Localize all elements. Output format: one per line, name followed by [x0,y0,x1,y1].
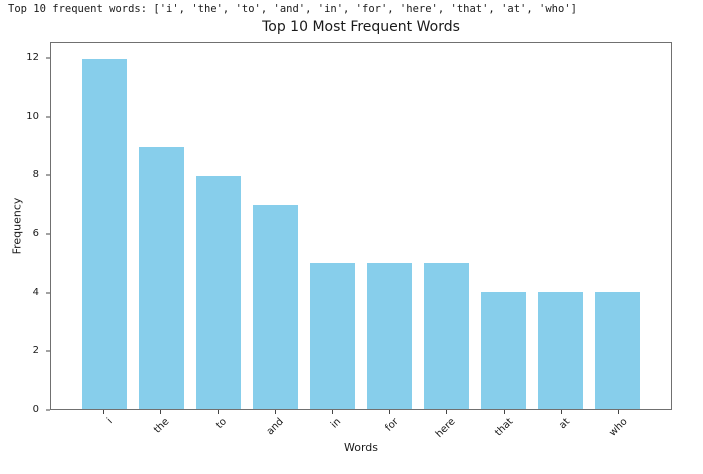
bar-that [480,292,527,409]
y-tick-label: 6 [32,228,39,240]
bar-at [537,292,584,409]
bars-container [51,43,671,409]
x-tick-mark [217,410,219,414]
bar-in [309,263,356,409]
bar-slot [190,43,247,409]
console-output: Top 10 frequent words: ['i', 'the', 'to'… [8,3,577,15]
chart-title: Top 10 Most Frequent Words [262,19,460,35]
x-tick-mark [274,410,276,414]
bar-the [138,146,185,409]
x-tick-label: and [265,416,287,438]
x-tick-mark [560,410,562,414]
bar-slot [304,43,361,409]
x-tick-label: to [214,416,230,432]
bar-who [594,292,641,409]
bar-to [195,175,242,409]
bar-slot [418,43,475,409]
x-tick-mark [160,410,162,414]
plot-area [50,42,672,410]
y-tick-mark [46,174,50,176]
x-tick-mark [503,410,505,414]
x-tick-mark [446,410,448,414]
bar-slot [133,43,190,409]
bar-slot [532,43,589,409]
x-tick-mark [389,410,391,414]
y-tick-label: 8 [32,169,39,181]
y-axis-ticks: 0 2 4 6 8 10 12 [0,42,50,415]
bar-slot [475,43,532,409]
x-axis-ticks: i the to and in for here that at who [50,410,672,455]
y-tick-mark [46,57,50,59]
y-tick-mark [46,409,50,411]
x-tick-label: i [104,416,115,427]
y-tick-mark [46,350,50,352]
x-axis-label: Words [343,441,378,454]
y-tick-label: 10 [26,110,39,122]
y-tick-mark [46,233,50,235]
bar-slot [361,43,418,409]
y-tick-label: 2 [32,345,39,357]
x-tick-label: in [329,416,344,431]
x-tick-label: that [492,416,516,439]
y-tick-mark [46,292,50,294]
bar-i [81,59,128,409]
x-tick-label: for [383,416,401,434]
bar-for [366,263,413,409]
bar-slot [76,43,133,409]
x-tick-mark [103,410,105,414]
y-tick-label: 4 [32,286,39,298]
x-tick-mark [617,410,619,414]
x-tick-label: the [152,416,172,436]
x-tick-label: here [434,416,458,441]
y-tick-label: 0 [32,404,39,415]
y-tick-mark [46,116,50,118]
bar-and [252,204,299,409]
bar-here [423,263,470,409]
bar-slot [247,43,304,409]
x-tick-label: who [607,416,630,439]
y-tick-label: 12 [26,52,39,64]
bar-slot [589,43,646,409]
x-tick-label: at [557,416,573,432]
x-tick-mark [331,410,333,414]
